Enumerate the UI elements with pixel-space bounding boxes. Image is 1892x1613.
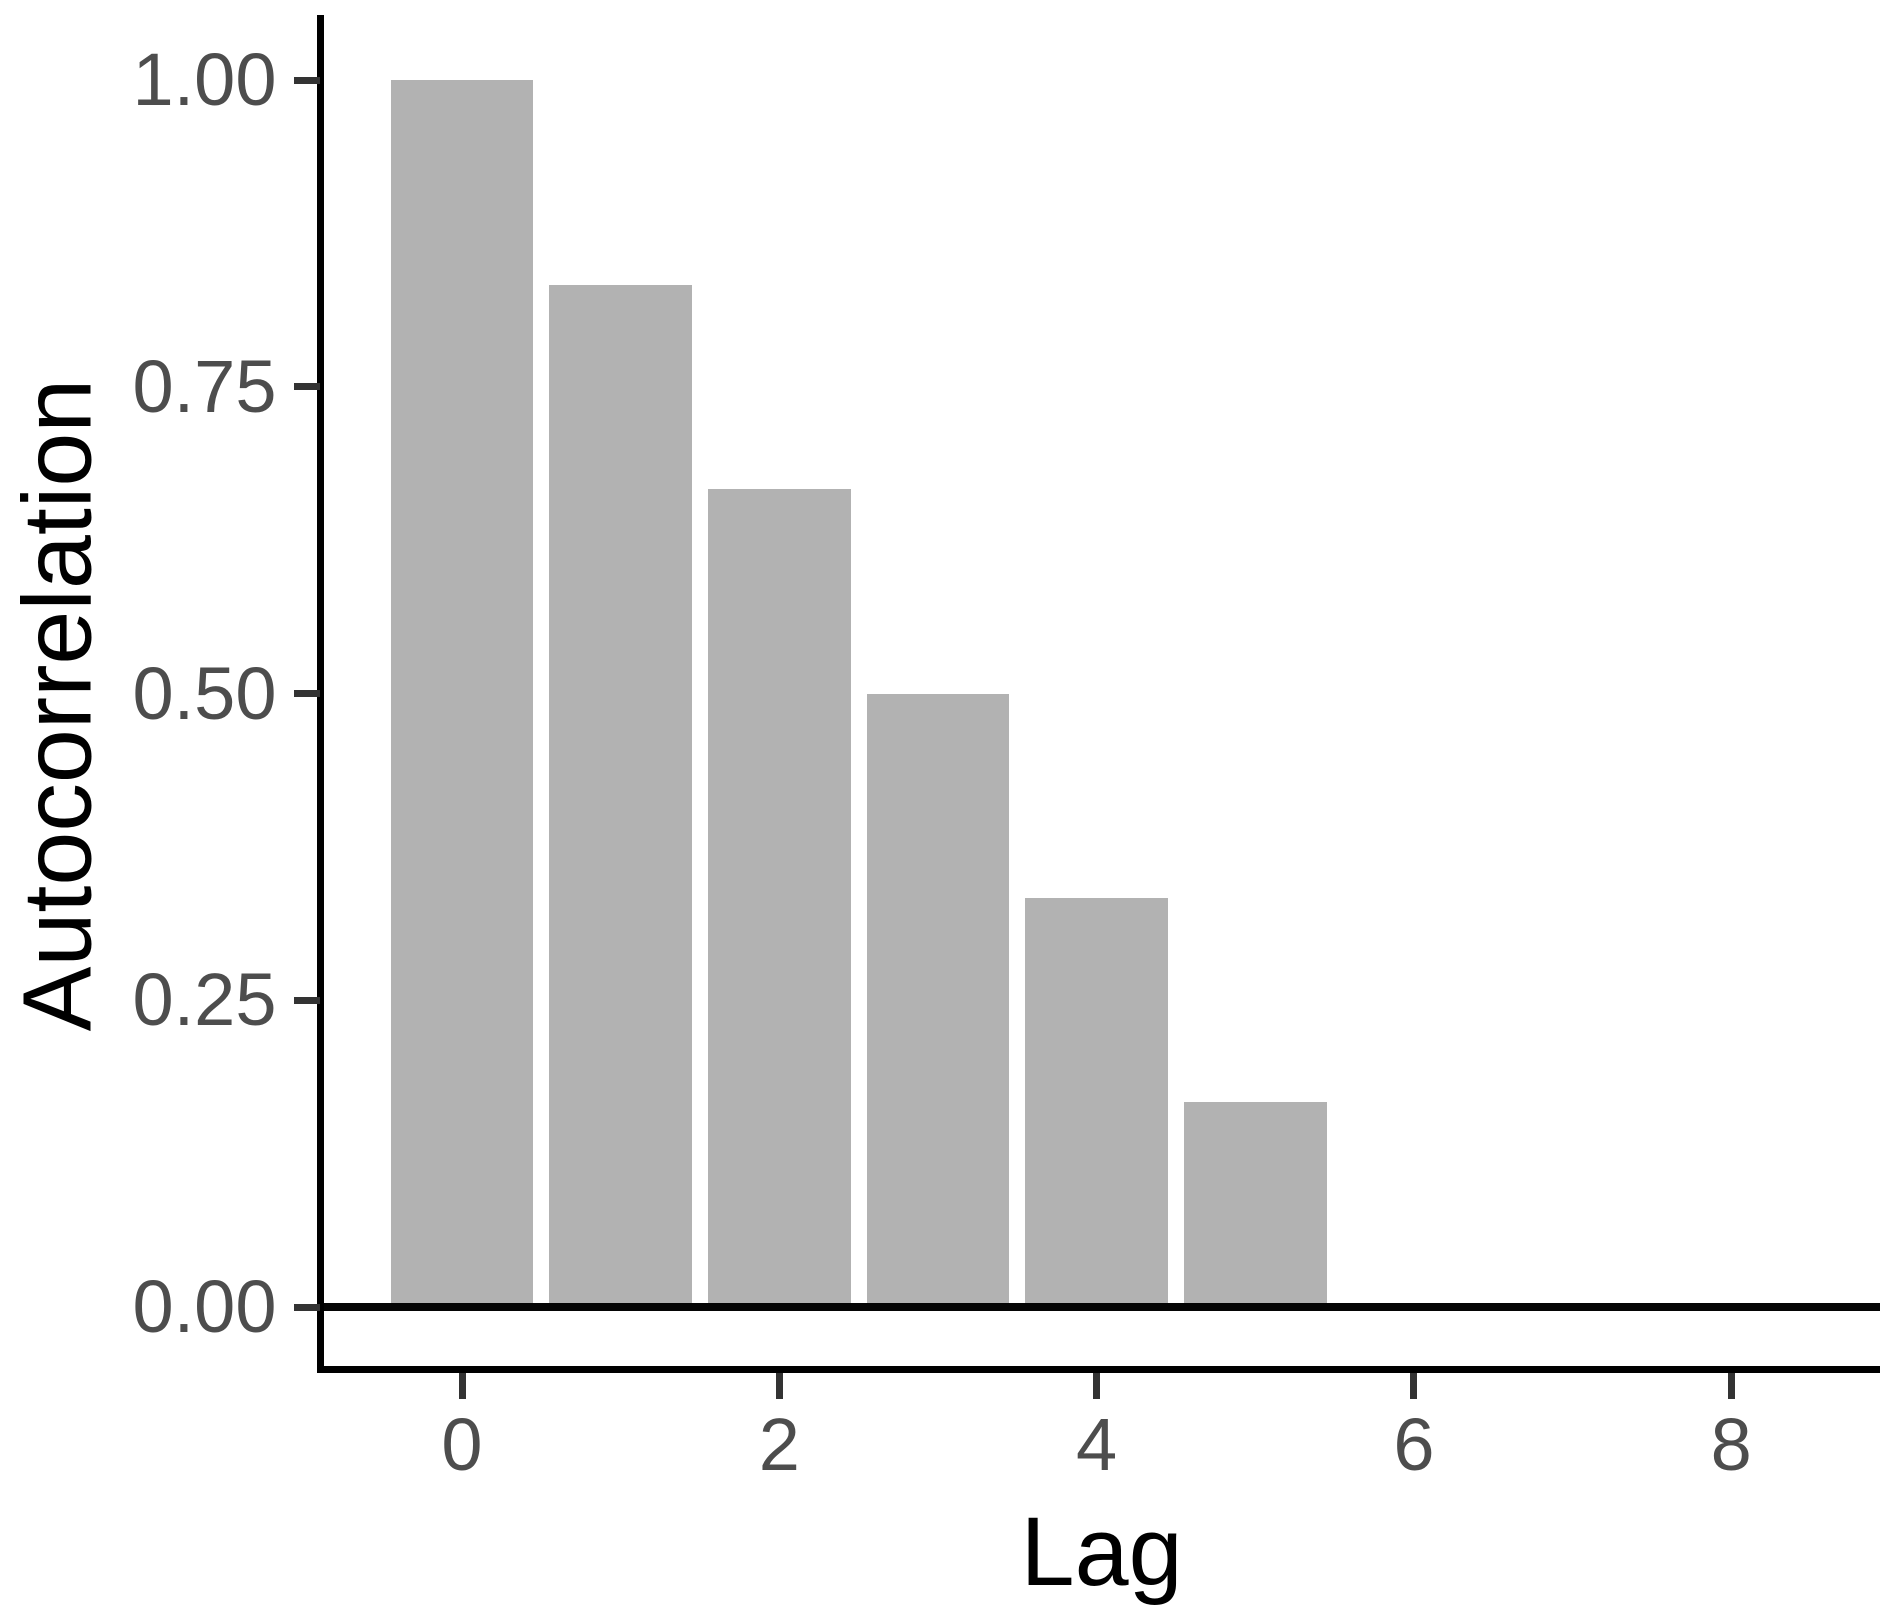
x-tick xyxy=(458,1372,466,1399)
bar xyxy=(1183,1102,1327,1310)
x-tick-label: 6 xyxy=(1393,1403,1435,1486)
x-tick xyxy=(1410,1372,1418,1399)
y-tick xyxy=(293,1303,320,1311)
bar xyxy=(866,693,1010,1310)
y-tick xyxy=(293,690,320,697)
y-tick-label: 0.25 xyxy=(132,958,277,1042)
x-axis-line xyxy=(316,1365,1880,1373)
bar xyxy=(549,284,693,1310)
y-tick-label: 1.00 xyxy=(132,38,277,121)
y-tick xyxy=(293,383,320,391)
y-tick-label: 0.75 xyxy=(132,344,277,428)
zero-line xyxy=(316,1303,1880,1311)
x-tick xyxy=(775,1372,783,1399)
bar xyxy=(390,80,534,1310)
y-tick xyxy=(293,76,320,84)
x-tick xyxy=(1093,1372,1101,1399)
y-tick xyxy=(293,996,320,1004)
y-tick-label: 0.00 xyxy=(132,1265,277,1348)
bar xyxy=(707,488,851,1310)
x-tick-label: 2 xyxy=(758,1403,800,1486)
x-tick-label: 4 xyxy=(1076,1403,1118,1486)
y-tick-label: 0.50 xyxy=(132,651,277,735)
x-axis-title: Lag xyxy=(1020,1497,1183,1606)
x-tick-label: 8 xyxy=(1710,1403,1752,1486)
x-tick-label: 0 xyxy=(441,1403,483,1486)
y-axis-line xyxy=(316,15,324,1373)
bar xyxy=(1025,898,1168,1310)
x-tick xyxy=(1727,1372,1735,1399)
